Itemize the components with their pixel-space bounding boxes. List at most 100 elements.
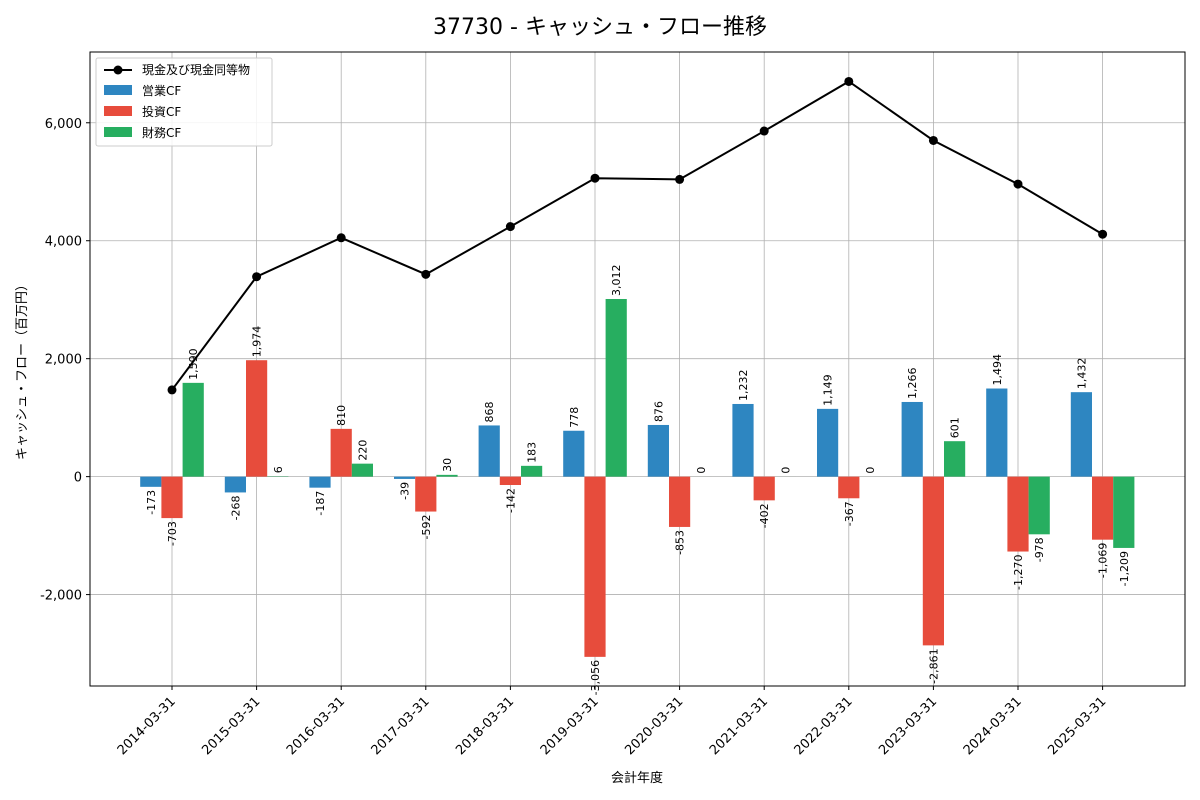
cash-line-point (590, 173, 600, 183)
x-tick-label: 2023-03-31 (876, 694, 940, 758)
bar (922, 476, 944, 646)
bar-value-label: 601 (949, 417, 962, 438)
cash-line-point (759, 126, 769, 136)
bar-value-label: -1,069 (1097, 543, 1110, 578)
bar-value-label: 876 (652, 401, 665, 422)
x-tick-label: 2018-03-31 (453, 694, 517, 758)
bar-value-label: -142 (504, 488, 517, 513)
bar (901, 401, 923, 477)
bar-value-label: 1,232 (737, 369, 750, 401)
bar-value-label: -187 (314, 491, 327, 516)
bar (605, 298, 627, 477)
y-axis-label: キャッシュ・フロー（百万円） (15, 278, 30, 460)
cash-line-path (171, 80, 1104, 391)
y-axis: -2,000 0 2,000 4,000 6,000 (40, 117, 90, 604)
bar (330, 428, 352, 477)
bar-value-label: -1,270 (1012, 555, 1025, 590)
bar (1070, 392, 1092, 477)
legend-swatch-investing (104, 106, 132, 116)
bar-value-label: 1,432 (1075, 358, 1088, 390)
x-tick-label: 2017-03-31 (369, 694, 433, 758)
bar (1028, 476, 1050, 535)
bar (521, 465, 543, 477)
bar (669, 476, 691, 527)
cash-line-point (675, 174, 685, 184)
bar (309, 476, 331, 488)
legend-swatch-financing (104, 127, 132, 137)
x-tick-label: 2020-03-31 (622, 694, 686, 758)
bar-value-label: 3,012 (610, 264, 623, 296)
legend-label-operating: 営業CF (142, 84, 181, 98)
bar (1007, 476, 1029, 552)
legend-label-cash: 現金及び現金同等物 (142, 62, 250, 77)
bar (436, 474, 458, 477)
bar (1113, 476, 1135, 548)
cash-line-point (252, 272, 262, 282)
cash-line-point (1013, 179, 1023, 189)
bar (394, 476, 416, 479)
x-axis-label: 会計年度 (611, 770, 663, 786)
bar-value-label: -853 (674, 530, 687, 555)
bar-value-label: 0 (864, 467, 877, 474)
bar-value-label: -173 (145, 490, 158, 515)
legend-label-investing: 投資CF (142, 104, 181, 119)
bar-value-label: 1,590 (187, 348, 200, 380)
plot-frame (89, 51, 1186, 687)
legend-swatch-operating (104, 85, 132, 95)
chart-title: 37730 - キャッシュ・フロー推移 (433, 15, 767, 40)
y-tick-label: 2,000 (45, 353, 82, 368)
bar (944, 441, 966, 477)
bar-value-label: 1,149 (822, 374, 835, 406)
bar (753, 476, 775, 501)
bar-value-label: -367 (843, 501, 856, 526)
bar (415, 476, 437, 512)
y-tick-label: 4,000 (45, 235, 82, 250)
bar-value-label: -39 (399, 482, 412, 500)
cash-line-point (167, 385, 177, 395)
bar (478, 425, 500, 477)
bar-value-label: 30 (441, 458, 454, 472)
cash-line-point (336, 233, 346, 243)
bar-value-label: 1,494 (991, 354, 1004, 386)
bars (140, 298, 1135, 657)
bar-value-label: 0 (695, 467, 708, 474)
x-tick-label: 2014-03-31 (115, 694, 179, 758)
bar-value-label: 220 (356, 440, 369, 461)
x-tick-label: 2015-03-31 (199, 694, 263, 758)
legend: 現金及び現金同等物 営業CF 投資CF 財務CF (95, 57, 273, 147)
bar (584, 476, 606, 657)
bar-value-label: -2,861 (927, 648, 940, 683)
x-tick-label: 2025-03-31 (1045, 694, 1109, 758)
legend-line-marker (113, 65, 123, 75)
bar-value-label: -402 (758, 503, 771, 528)
bar (563, 430, 585, 477)
bar (246, 360, 268, 477)
x-tick-label: 2024-03-31 (961, 694, 1025, 758)
bar-value-label: -592 (420, 515, 433, 540)
bar (499, 476, 521, 486)
legend-box (95, 57, 273, 147)
bar-value-label: 6 (272, 466, 285, 473)
bar-value-label: -268 (229, 495, 242, 520)
cash-line-point (505, 222, 515, 232)
bar-value-label: 0 (779, 467, 792, 474)
bar-value-label: 1,266 (906, 367, 919, 399)
bar (838, 476, 860, 499)
bar (182, 382, 204, 477)
bar-value-label: 868 (483, 401, 496, 422)
x-tick-label: 2016-03-31 (284, 694, 348, 758)
bar-value-label: -3,056 (589, 660, 602, 695)
bar (1092, 476, 1114, 540)
bar (140, 476, 162, 487)
bar-value-label: -978 (1033, 537, 1046, 562)
x-axis: 2014-03-31 2015-03-31 2016-03-31 2017-03-31… (115, 686, 1109, 758)
bar (224, 476, 246, 493)
y-tick-label: 0 (74, 471, 82, 486)
bar-value-label: 810 (335, 405, 348, 426)
grid (90, 52, 1185, 686)
x-tick-label: 2019-03-31 (538, 694, 602, 758)
bar-value-label: 778 (568, 407, 581, 428)
bar-value-label: -703 (166, 521, 179, 546)
bar (732, 403, 754, 477)
